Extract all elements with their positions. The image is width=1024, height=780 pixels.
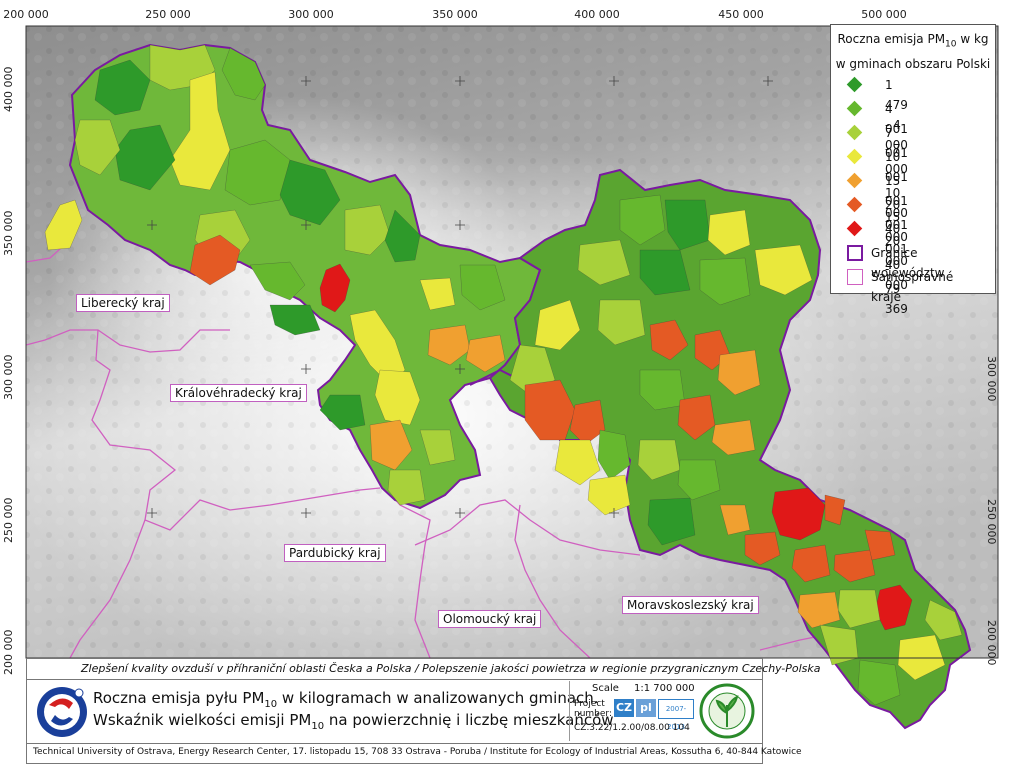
ecology-institute-logo-icon <box>699 683 755 739</box>
legend-class-label: 7 001 - 10 000 <box>885 126 908 220</box>
x-tick: 200 000 <box>3 8 49 21</box>
y-tick-right: 200 000 <box>985 620 998 666</box>
map-main-title: Roczna emisja pyłu PM10 w kilogramach w … <box>93 689 599 710</box>
y-tick-left: 350 000 <box>2 210 15 257</box>
region-label-pardubicky: Pardubický kraj <box>284 544 386 562</box>
x-tick: 450 000 <box>718 8 764 21</box>
legend-swatch-icon <box>846 196 863 213</box>
pl-badge: pl <box>636 699 656 717</box>
x-tick: 250 000 <box>145 8 191 21</box>
legend-class-label: 4 001 - 7 000 <box>885 102 908 176</box>
scale-label: Scale <box>592 683 619 694</box>
legend-swatch-icon <box>846 76 863 93</box>
legend-class-label: 20 001 - 40 000 <box>885 198 908 292</box>
voivodeship-boundary-icon <box>847 245 863 261</box>
legend-class-label: 15 001 - 20 000 <box>885 174 908 268</box>
x-tick: 350 000 <box>432 8 478 21</box>
project-number: CZ.3.22/1.2.00/08.00 104 <box>574 723 690 733</box>
legend-class-label: 10 001 - 15 000 <box>885 150 908 244</box>
y-tick-right: 250 000 <box>985 499 998 545</box>
region-label-olomoucky: Olomoucký kraj <box>438 610 542 628</box>
project-label: Project number: <box>574 699 612 719</box>
region-label-moravskoslezsky: Moravskoslezský kraj <box>622 596 759 614</box>
university-logo-icon <box>37 687 87 737</box>
map-subtitle: Wskaźnik wielkości emisji PM10 na powier… <box>93 711 614 732</box>
legend-swatch-icon <box>846 100 863 117</box>
x-tick: 400 000 <box>574 8 620 21</box>
legend-class-label: 40 001 - 79 369 <box>885 222 908 316</box>
footer-panel: Zlepšení kvality ovzduší v příhraniční o… <box>26 658 821 764</box>
kraje-boundary-icon <box>847 269 863 285</box>
legend-swatch-icon <box>846 148 863 165</box>
cz-badge: CZ <box>614 699 634 717</box>
legend-swatch-icon <box>846 220 863 237</box>
region-label-kralovehradecky: Královéhradecký kraj <box>170 384 307 402</box>
legend: Roczna emisja PM10 w kg w gminach obszar… <box>830 24 996 316</box>
graticule <box>147 76 773 518</box>
y-tick-left: 400 000 <box>2 66 15 113</box>
legend-title: Roczna emisja PM10 w kg w gminach obszar… <box>835 32 991 72</box>
project-title: Zlepšení kvality ovzduší v příhraniční o… <box>81 662 821 675</box>
y-tick-left: 200 000 <box>2 629 15 676</box>
region-label-liberecky: Liberecký kraj <box>76 294 170 312</box>
credits-line: Technical University of Ostrava, Energy … <box>33 747 802 757</box>
y-tick-left: 300 000 <box>2 354 15 401</box>
programme-badge: 2007-2013 <box>658 699 694 731</box>
project-info-box: Scale 1:1 700 000 Project number: CZ pl 2… <box>569 681 696 741</box>
y-tick-right: 300 000 <box>985 356 998 402</box>
x-tick: 300 000 <box>288 8 334 21</box>
x-tick: 500 000 <box>861 8 907 21</box>
legend-swatch-icon <box>846 124 863 141</box>
scale-value: 1:1 700 000 <box>634 683 695 694</box>
legend-class-label: 1 479 - 4 000 <box>885 78 908 152</box>
legend-swatch-icon <box>846 172 863 189</box>
y-tick-left: 250 000 <box>2 497 15 544</box>
municipality-patches <box>44 44 963 706</box>
